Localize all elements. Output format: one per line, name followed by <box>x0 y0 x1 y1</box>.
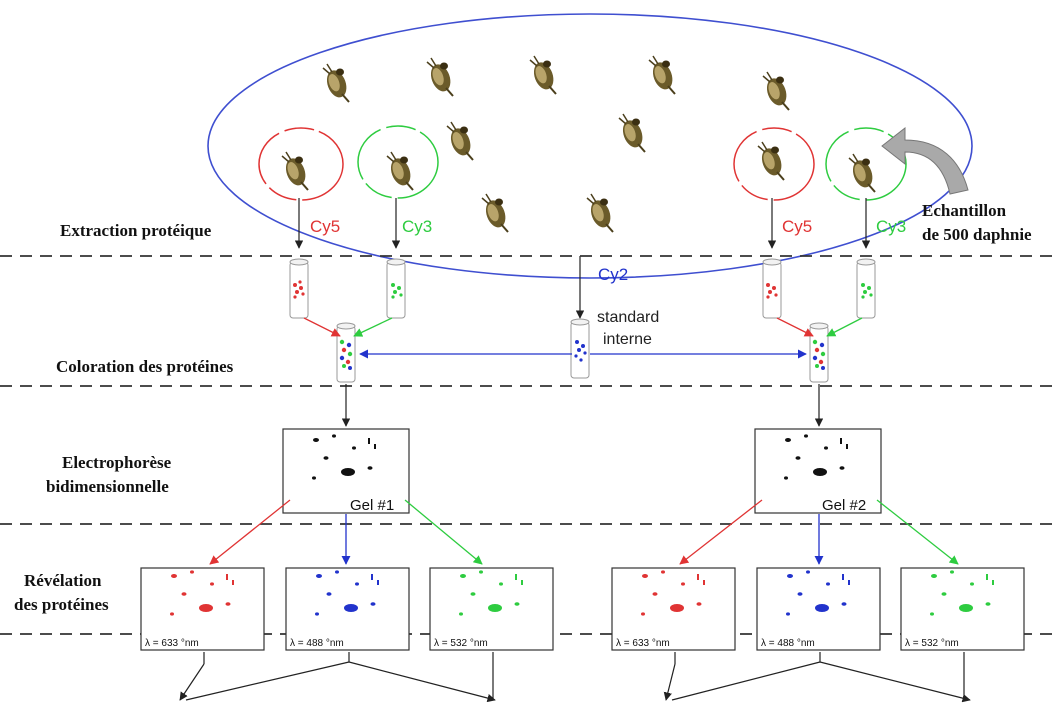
stage-label-revelation-1: Révélation <box>24 571 102 590</box>
stage-label-electrophoresis-2: bidimensionnelle <box>46 477 169 496</box>
analysis-arrows <box>179 652 971 703</box>
scan-red-gel-1: λ = 633 °nm <box>140 567 265 651</box>
cy3-label-right: Cy3 <box>876 217 906 236</box>
cy5-selection-ring-right <box>733 127 815 201</box>
scan-red-gel-2: λ = 633 °nm <box>611 567 736 651</box>
cy2-label: Cy2 <box>598 265 628 284</box>
lambda-label: λ = 488 °nm <box>761 638 815 649</box>
cy3-selection-ring-left <box>357 125 439 199</box>
cy5-label-right: Cy5 <box>782 217 812 236</box>
sample-label-line2: de 500 daphnie <box>922 225 1032 244</box>
scan-green-gel-1: λ = 532 °nm <box>429 567 554 651</box>
stage-label-electrophoresis-1: Electrophorèse <box>62 453 172 472</box>
sample-label-line1: Echantillon <box>922 201 1007 220</box>
cy5-selection-ring-left <box>258 127 344 201</box>
scan-green-gel-2: λ = 532 °nm <box>900 567 1025 651</box>
stage-label-revelation-2: des protéines <box>14 595 109 614</box>
lambda-label: λ = 532 °nm <box>905 638 959 649</box>
stage-label-coloration: Coloration des protéines <box>56 357 234 376</box>
scan-blue-gel-2: λ = 488 °nm <box>756 567 881 651</box>
lambda-label: λ = 532 °nm <box>434 638 488 649</box>
gel-2: Gel #2 <box>754 428 882 514</box>
gel-2-label: Gel #2 <box>822 497 866 514</box>
lambda-label: λ = 633 °nm <box>616 638 670 649</box>
curved-arrow-icon <box>881 126 969 195</box>
lambda-label: λ = 633 °nm <box>145 638 199 649</box>
tube-icon <box>289 258 876 383</box>
standard-label-line2: interne <box>603 331 652 348</box>
cy3-label-left: Cy3 <box>402 217 432 236</box>
lambda-label: λ = 488 °nm <box>290 638 344 649</box>
scan-blue-gel-1: λ = 488 °nm <box>285 567 410 651</box>
daphnia-icon <box>281 55 877 233</box>
stage-label-extraction: Extraction protéique <box>60 221 212 240</box>
standard-label-line1: standard <box>597 309 659 326</box>
gel-1: Gel #1 <box>282 428 410 514</box>
gel-1-label: Gel #1 <box>350 497 394 514</box>
daphnia-population-ellipse <box>207 13 973 279</box>
cy5-label-left: Cy5 <box>310 217 340 236</box>
